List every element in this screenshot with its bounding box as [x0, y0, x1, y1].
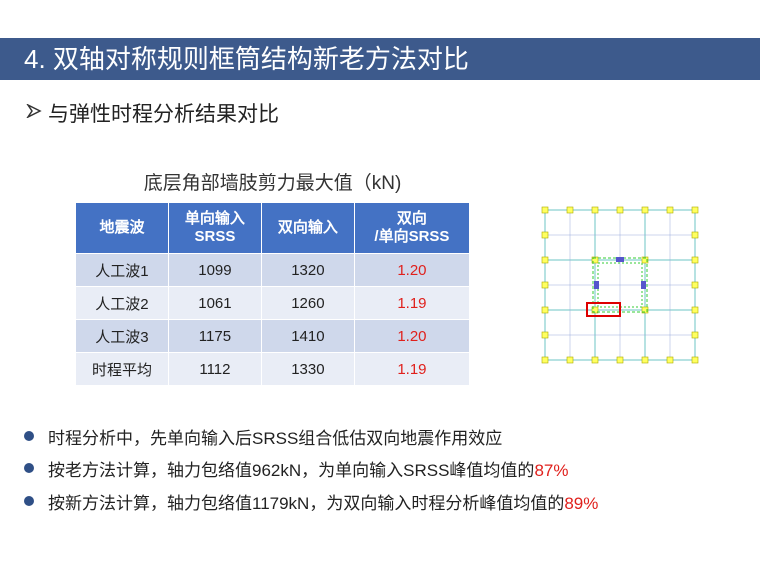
plan-shape — [641, 281, 646, 289]
plan-shape — [691, 356, 699, 364]
table-row: 人工波3 1175 1410 1.20 — [75, 319, 471, 353]
bullet-highlight: 87% — [534, 461, 569, 480]
plan-shape — [616, 257, 624, 262]
title: 4. 双轴对称规则框筒结构新老方法对比 — [24, 44, 469, 74]
table-caption: 底层角部墙肢剪力最大值（kN) — [143, 173, 402, 194]
header-cell: 双向/单向SRSS — [353, 202, 471, 254]
table-row: 时程平均 1112 1330 1.19 — [75, 352, 471, 386]
plan-shape — [541, 256, 549, 264]
title-bar: 4. 双轴对称规则框筒结构新老方法对比 — [0, 38, 760, 80]
plan-shape — [666, 356, 674, 364]
bullet-highlight: 89% — [564, 494, 599, 513]
bullet-text: 按新方法计算，轴力包络值1179kN，为双向输入时程分析峰值均值的 — [48, 494, 565, 513]
cell: 时程平均 — [75, 352, 169, 386]
bullet-dot — [24, 431, 34, 441]
header-text: /单向SRSS — [374, 228, 450, 245]
cell: 1.20 — [353, 319, 471, 353]
plan-shape — [541, 206, 549, 214]
bullet: 按老方法计算，轴力包络值962kN，为单向输入SRSS峰值均值的87% — [48, 456, 568, 481]
plan-shape — [586, 302, 621, 317]
plan-shape — [541, 281, 549, 289]
cell: 1175 — [167, 319, 262, 353]
plan-shape — [691, 331, 699, 339]
bullet-dot — [24, 463, 34, 473]
plan-shape — [594, 281, 599, 289]
bullet-text: 按老方法计算，轴力包络值962kN，为单向输入SRSS峰值均值的 — [48, 461, 535, 480]
cell: 1410 — [260, 319, 355, 353]
cell: 1.19 — [353, 352, 471, 386]
plan-shape — [641, 256, 649, 264]
table-row: 人工波1 1099 1320 1.20 — [75, 253, 471, 287]
plan-shape — [541, 331, 549, 339]
cell: 人工波1 — [75, 253, 169, 287]
plan-shape — [616, 356, 624, 364]
plan-shape — [691, 206, 699, 214]
cell: 1320 — [260, 253, 355, 287]
plan-shape — [591, 306, 599, 314]
header-text: 单向输入 — [184, 210, 245, 227]
plan-shape — [691, 256, 699, 264]
bullet: 按新方法计算，轴力包络值1179kN，为双向输入时程分析峰值均值的89% — [48, 489, 598, 514]
plan-shape — [691, 231, 699, 239]
cell: 1099 — [167, 253, 262, 287]
header-text: SRSS — [194, 228, 236, 245]
plan-shape — [541, 231, 549, 239]
plan-shape — [641, 356, 649, 364]
cell: 人工波2 — [75, 286, 169, 320]
plan-shape — [616, 206, 624, 214]
cell: 1330 — [260, 352, 355, 386]
plan-shape — [691, 281, 699, 289]
plan-shape — [541, 356, 549, 364]
plan-shape — [591, 256, 599, 264]
header-cell: 地震波 — [75, 202, 169, 254]
cell: 人工波3 — [75, 319, 169, 353]
arrow-bullet — [26, 104, 42, 118]
plan-shape — [641, 206, 649, 214]
header-cell: 单向输入 SRSS — [167, 202, 262, 254]
table: 地震波 单向输入 SRSS 双向输入 双向/单向SRSS 人工波1 1099 1320 1.20… — [75, 202, 471, 386]
subtitle: 与弹性时程分析结果对比 — [48, 103, 279, 126]
cell: 1061 — [167, 286, 262, 320]
plan-shape — [641, 306, 649, 314]
plan-shape — [691, 306, 699, 314]
header-text: 双向 — [396, 210, 427, 227]
bullet-text: 时程分析中，先单向输入后SRSS组合低估双向地震作用效应 — [48, 429, 503, 448]
structure-plan — [541, 206, 699, 364]
plan-shape — [566, 206, 574, 214]
cell: 1.19 — [353, 286, 471, 320]
bullet-dot — [24, 496, 34, 506]
plan-shape — [591, 206, 599, 214]
plan-shape — [541, 306, 549, 314]
table-row: 人工波2 1061 1260 1.19 — [75, 286, 471, 320]
bullet: 时程分析中，先单向输入后SRSS组合低估双向地震作用效应 — [48, 424, 502, 449]
header-cell: 双向输入 — [260, 202, 355, 254]
plan-shape — [566, 356, 574, 364]
cell: 1112 — [167, 352, 262, 386]
header-text: 双向输入 — [277, 219, 338, 236]
cell: 1260 — [260, 286, 355, 320]
plan-shape — [666, 206, 674, 214]
header-text: 地震波 — [99, 219, 145, 236]
cell: 1.20 — [353, 253, 471, 287]
plan-shape — [591, 356, 599, 364]
